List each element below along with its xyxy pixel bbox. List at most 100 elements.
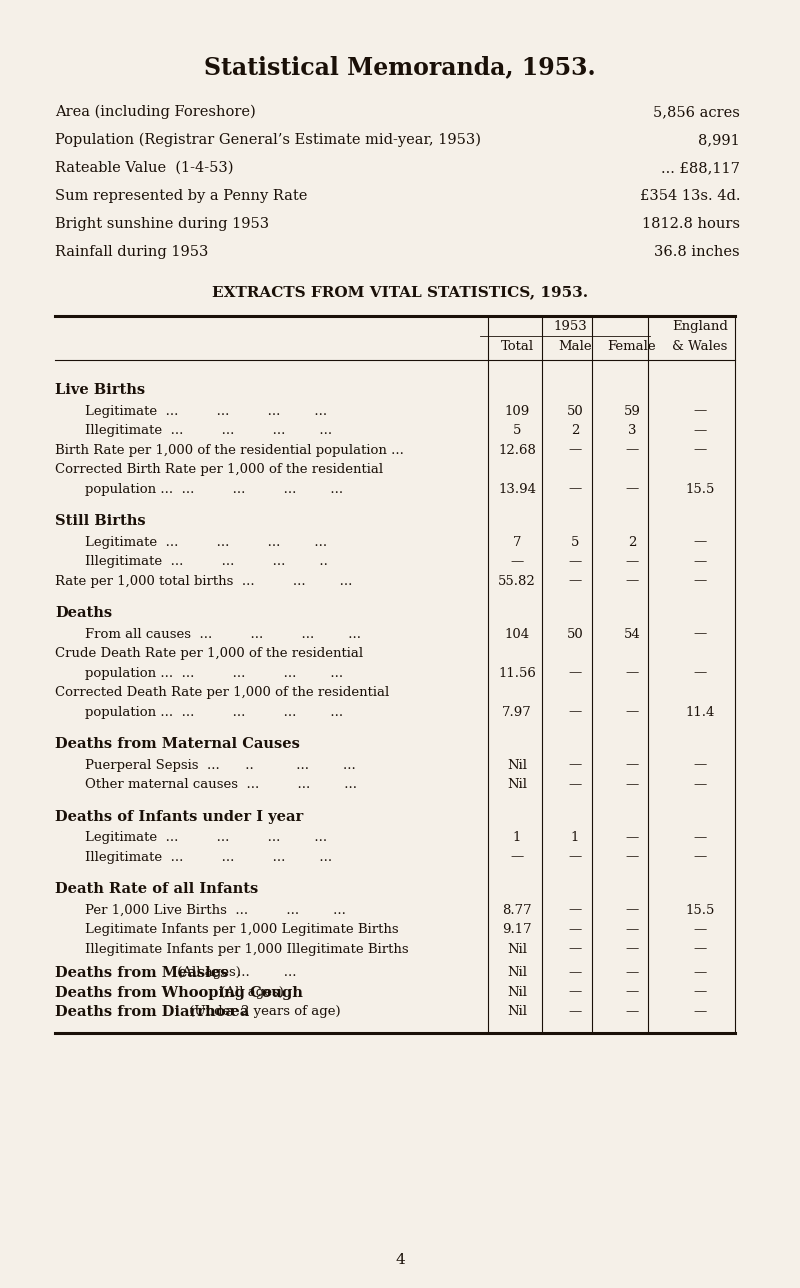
Text: —: — xyxy=(626,903,638,917)
Text: —: — xyxy=(694,574,706,587)
Text: 109: 109 xyxy=(504,404,530,417)
Text: 1812.8 hours: 1812.8 hours xyxy=(642,216,740,231)
Text: population ...  ...         ...         ...        ...: population ... ... ... ... ... xyxy=(85,483,343,496)
Text: 7: 7 xyxy=(513,536,522,549)
Text: —: — xyxy=(694,627,706,640)
Text: —: — xyxy=(626,831,638,844)
Text: —: — xyxy=(568,706,582,719)
Text: (All ages): (All ages) xyxy=(216,985,284,998)
Text: EXTRACTS FROM VITAL STATISTICS, 1953.: EXTRACTS FROM VITAL STATISTICS, 1953. xyxy=(212,285,588,299)
Text: 2: 2 xyxy=(571,424,579,437)
Text: —: — xyxy=(694,966,706,979)
Text: 5: 5 xyxy=(513,424,521,437)
Text: —: — xyxy=(626,483,638,496)
Text: Nil: Nil xyxy=(507,778,527,791)
Text: 50: 50 xyxy=(566,627,583,640)
Text: Legitimate  ...         ...         ...        ...: Legitimate ... ... ... ... xyxy=(85,536,327,549)
Text: 36.8 inches: 36.8 inches xyxy=(654,245,740,259)
Text: 8,991: 8,991 xyxy=(698,133,740,147)
Text: ...        ...: ... ... xyxy=(238,966,297,979)
Text: —: — xyxy=(694,424,706,437)
Text: 12.68: 12.68 xyxy=(498,443,536,456)
Text: —: — xyxy=(694,759,706,772)
Text: —: — xyxy=(568,759,582,772)
Text: Illegitimate  ...         ...         ...        ...: Illegitimate ... ... ... ... xyxy=(85,424,332,437)
Text: ... £88,117: ... £88,117 xyxy=(661,161,740,175)
Text: —: — xyxy=(626,574,638,587)
Text: —: — xyxy=(626,666,638,680)
Text: —: — xyxy=(694,943,706,956)
Text: —: — xyxy=(568,555,582,568)
Text: —: — xyxy=(626,706,638,719)
Text: —: — xyxy=(568,666,582,680)
Text: Illegitimate  ...         ...         ...        ...: Illegitimate ... ... ... ... xyxy=(85,850,332,863)
Text: Legitimate  ...         ...         ...        ...: Legitimate ... ... ... ... xyxy=(85,831,327,844)
Text: 11.4: 11.4 xyxy=(686,706,714,719)
Text: —: — xyxy=(568,903,582,917)
Text: Total: Total xyxy=(501,340,534,353)
Text: Other maternal causes  ...         ...        ...: Other maternal causes ... ... ... xyxy=(85,778,357,791)
Text: Rate per 1,000 total births  ...         ...        ...: Rate per 1,000 total births ... ... ... xyxy=(55,574,352,587)
Text: 50: 50 xyxy=(566,404,583,417)
Text: —: — xyxy=(694,536,706,549)
Text: Bright sunshine during 1953: Bright sunshine during 1953 xyxy=(55,216,269,231)
Text: £354 13s. 4d.: £354 13s. 4d. xyxy=(639,189,740,204)
Text: Deaths from Diarrhoæa: Deaths from Diarrhoæa xyxy=(55,1005,250,1019)
Text: Death Rate of all Infants: Death Rate of all Infants xyxy=(55,882,258,896)
Text: Puerperal Sepsis  ...      ..          ...        ...: Puerperal Sepsis ... .. ... ... xyxy=(85,759,356,772)
Text: Deaths from Whooping Cough: Deaths from Whooping Cough xyxy=(55,985,303,999)
Text: —: — xyxy=(626,923,638,936)
Text: England: England xyxy=(672,319,728,334)
Text: —: — xyxy=(694,404,706,417)
Text: —: — xyxy=(568,778,582,791)
Text: (Under 2 years of age): (Under 2 years of age) xyxy=(186,1005,341,1018)
Text: —: — xyxy=(626,966,638,979)
Text: Female: Female xyxy=(608,340,656,353)
Text: —: — xyxy=(694,850,706,863)
Text: —: — xyxy=(694,985,706,998)
Text: —: — xyxy=(626,1005,638,1018)
Text: Deaths of Infants under I year: Deaths of Infants under I year xyxy=(55,809,303,823)
Text: Population (Registrar General’s Estimate mid-year, 1953): Population (Registrar General’s Estimate… xyxy=(55,133,481,147)
Text: 9.17: 9.17 xyxy=(502,923,532,936)
Text: Illegitimate  ...         ...         ...        ..: Illegitimate ... ... ... .. xyxy=(85,555,328,568)
Text: Illegitimate Infants per 1,000 Illegitimate Births: Illegitimate Infants per 1,000 Illegitim… xyxy=(85,943,409,956)
Text: —: — xyxy=(568,923,582,936)
Text: Nil: Nil xyxy=(507,1005,527,1018)
Text: Nil: Nil xyxy=(507,943,527,956)
Text: Nil: Nil xyxy=(507,966,527,979)
Text: 15.5: 15.5 xyxy=(686,903,714,917)
Text: —: — xyxy=(510,850,524,863)
Text: —: — xyxy=(694,1005,706,1018)
Text: —: — xyxy=(694,778,706,791)
Text: Still Births: Still Births xyxy=(55,514,146,528)
Text: Legitimate  ...         ...         ...        ...: Legitimate ... ... ... ... xyxy=(85,404,327,417)
Text: Crude Death Rate per 1,000 of the residential: Crude Death Rate per 1,000 of the reside… xyxy=(55,647,363,659)
Text: —: — xyxy=(568,985,582,998)
Text: 5,856 acres: 5,856 acres xyxy=(653,106,740,118)
Text: Rainfall during 1953: Rainfall during 1953 xyxy=(55,245,208,259)
Text: —: — xyxy=(694,443,706,456)
Text: —: — xyxy=(568,1005,582,1018)
Text: Per 1,000 Live Births  ...         ...        ...: Per 1,000 Live Births ... ... ... xyxy=(85,903,346,917)
Text: From all causes  ...         ...         ...        ...: From all causes ... ... ... ... xyxy=(85,627,361,640)
Text: —: — xyxy=(510,555,524,568)
Text: Statistical Memoranda, 1953.: Statistical Memoranda, 1953. xyxy=(204,55,596,79)
Text: 59: 59 xyxy=(623,404,641,417)
Text: 104: 104 xyxy=(505,627,530,640)
Text: —: — xyxy=(626,778,638,791)
Text: .: . xyxy=(281,985,285,998)
Text: Area (including Foreshore): Area (including Foreshore) xyxy=(55,106,256,120)
Text: —: — xyxy=(626,759,638,772)
Text: —: — xyxy=(694,666,706,680)
Text: 8.77: 8.77 xyxy=(502,903,532,917)
Text: Legitimate Infants per 1,000 Legitimate Births: Legitimate Infants per 1,000 Legitimate … xyxy=(85,923,398,936)
Text: 15.5: 15.5 xyxy=(686,483,714,496)
Text: —: — xyxy=(568,574,582,587)
Text: —: — xyxy=(568,443,582,456)
Text: —: — xyxy=(694,555,706,568)
Text: —: — xyxy=(568,943,582,956)
Text: Sum represented by a Penny Rate: Sum represented by a Penny Rate xyxy=(55,189,307,204)
Text: Corrected Birth Rate per 1,000 of the residential: Corrected Birth Rate per 1,000 of the re… xyxy=(55,462,383,477)
Text: & Wales: & Wales xyxy=(672,340,728,353)
